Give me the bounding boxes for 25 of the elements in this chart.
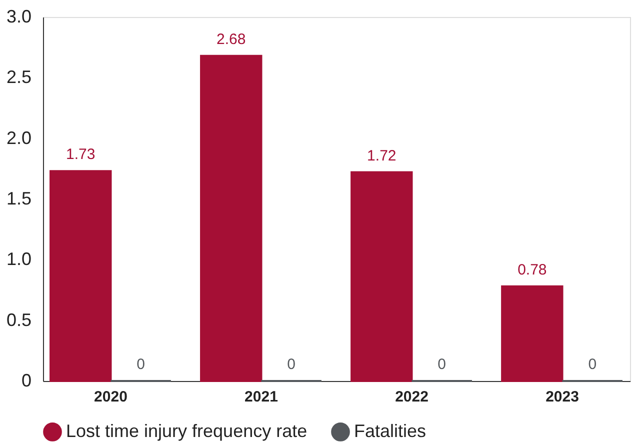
bar (50, 170, 112, 382)
data-label: 0 (588, 356, 597, 373)
y-tick-label: 0 (21, 370, 32, 390)
y-tick-label: 1.0 (6, 249, 32, 270)
data-label: 1.72 (367, 147, 396, 164)
x-tick-label: 2021 (244, 388, 278, 406)
data-label: 0 (438, 356, 446, 373)
bar (350, 171, 413, 382)
data-label: 0.78 (518, 261, 547, 278)
bar (501, 285, 564, 382)
legend-label: Fatalities (354, 420, 426, 441)
data-label: 2.68 (216, 30, 246, 48)
legend-label: Lost time injury frequency rate (66, 420, 308, 441)
data-label: 1.73 (66, 146, 96, 164)
data-label: 0 (287, 356, 296, 373)
y-tick-label: 1.5 (6, 188, 32, 208)
x-tick-label: 2020 (94, 388, 128, 406)
y-tick-label: 2.5 (6, 67, 32, 88)
x-tick-label: 2022 (395, 388, 428, 406)
data-label: 0 (136, 356, 146, 373)
y-tick-label: 3.0 (6, 6, 32, 26)
bar (200, 54, 262, 382)
x-tick-label: 2023 (546, 388, 579, 406)
y-tick-label: 2.0 (6, 128, 32, 148)
y-tick-label: 0.5 (6, 310, 32, 330)
